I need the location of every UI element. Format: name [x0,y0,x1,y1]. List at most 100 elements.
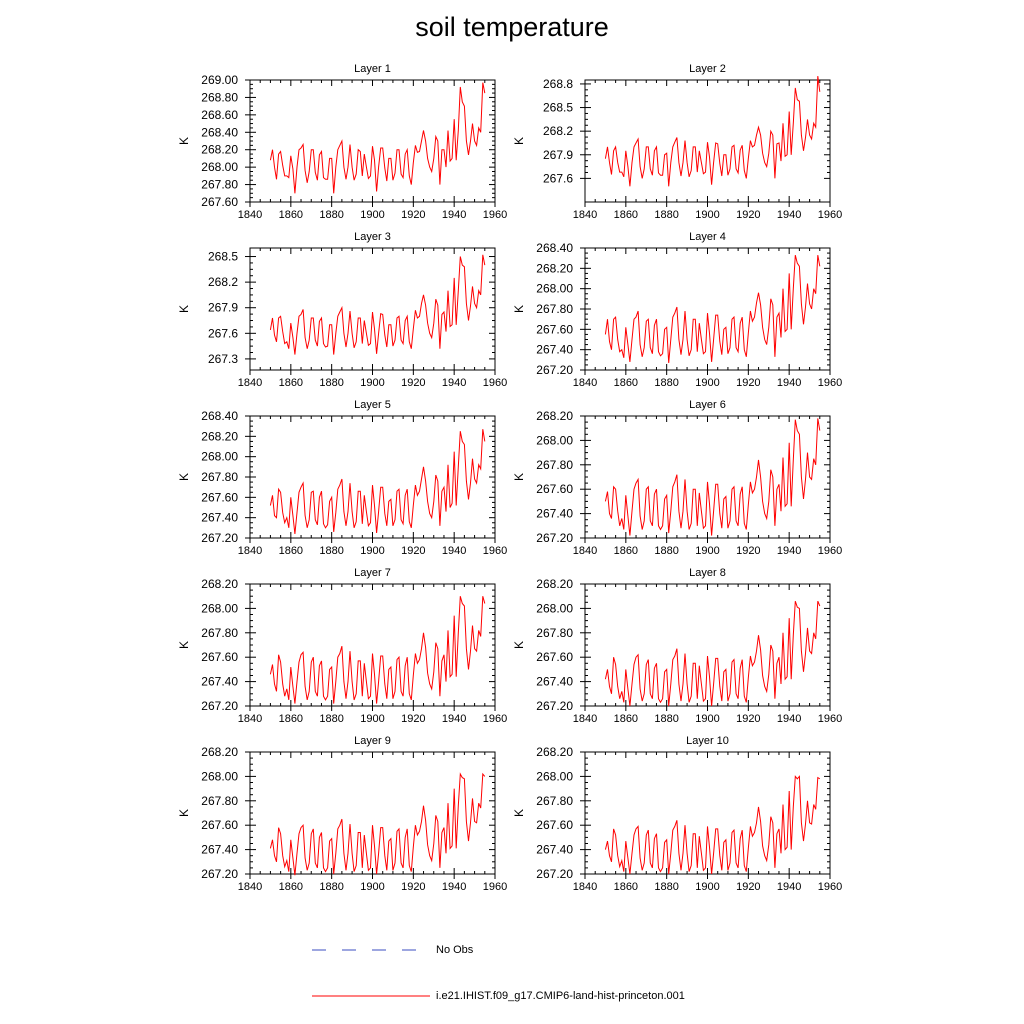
series-line [269,772,486,876]
x-tick-label: 1860 [614,713,638,725]
y-tick-label: 267.80 [201,794,238,808]
y-axis-label: K [512,137,526,145]
series-line [604,254,821,363]
y-tick-label: 267.80 [201,470,238,484]
y-tick-label: 267.40 [201,843,238,857]
y-tick-label: 267.40 [536,843,573,857]
y-tick-label: 268.5 [208,250,238,264]
x-tick-label: 1840 [238,713,262,725]
x-tick-label: 1860 [279,881,303,893]
series-line [269,82,486,194]
y-tick-label: 267.80 [201,626,238,640]
x-tick-label: 1940 [442,713,466,725]
x-tick-label: 1960 [483,209,507,221]
y-tick-label: 268.40 [201,409,238,423]
x-tick-label: 1920 [736,377,760,389]
x-tick-label: 1960 [818,545,842,557]
x-tick-label: 1840 [573,881,597,893]
y-axis-label: K [512,809,526,817]
y-axis-label: K [177,473,191,481]
y-tick-label: 267.20 [201,699,238,713]
y-tick-label: 268.00 [536,282,573,296]
x-tick-label: 1880 [654,377,678,389]
x-tick-label: 1920 [401,713,425,725]
x-tick-label: 1940 [777,713,801,725]
y-tick-label: 267.9 [543,148,573,162]
x-tick-label: 1880 [654,545,678,557]
y-tick-label: 267.20 [536,867,573,881]
y-tick-label: 267.20 [536,363,573,377]
y-tick-label: 267.9 [208,301,238,315]
panel-title: Layer 4 [689,231,726,243]
y-tick-label: 268.20 [536,745,573,759]
y-tick-label: 267.60 [201,490,238,504]
x-tick-label: 1940 [442,881,466,893]
panel-title: Layer 3 [354,231,391,243]
y-tick-label: 267.40 [201,675,238,689]
x-tick-label: 1880 [319,377,343,389]
y-tick-label: 267.6 [543,171,573,185]
y-axis-label: K [177,137,191,145]
x-tick-label: 1900 [360,545,384,557]
panel-title: Layer 6 [689,399,726,411]
x-tick-label: 1920 [401,209,425,221]
y-tick-label: 267.80 [201,178,238,192]
x-tick-label: 1900 [695,545,719,557]
y-tick-label: 269.00 [201,73,238,87]
y-tick-label: 268.2 [208,275,238,289]
panel-layer-5: Layer 5 1840 1860 1880 1900 1920 1940 1960 267.2… [177,399,507,557]
y-tick-label: 268.80 [201,90,238,104]
series-line [269,254,486,355]
panel-title: Layer 2 [689,63,726,75]
x-tick-label: 1900 [360,713,384,725]
y-tick-label: 268.00 [536,769,573,783]
x-tick-label: 1840 [238,209,262,221]
panel-layer-7: Layer 7 1840 1860 1880 1900 1920 1940 1960 267.2… [177,567,507,725]
y-tick-label: 267.6 [208,326,238,340]
y-tick-label: 267.3 [208,352,238,366]
y-tick-label: 267.40 [536,507,573,521]
x-tick-label: 1840 [573,209,597,221]
y-tick-label: 267.20 [201,531,238,545]
y-tick-label: 268.8 [543,77,573,91]
y-tick-label: 268.20 [201,577,238,591]
panel-layer-3: Layer 3 1840 1860 1880 1900 1920 1940 1960 267.3… [177,231,507,389]
x-tick-label: 1920 [401,545,425,557]
y-tick-label: 267.60 [536,650,573,664]
x-tick-label: 1940 [777,377,801,389]
x-tick-label: 1860 [614,881,638,893]
x-tick-label: 1920 [736,713,760,725]
x-tick-label: 1940 [777,545,801,557]
y-tick-label: 268.40 [201,125,238,139]
y-tick-label: 268.20 [536,261,573,275]
plot-frame [584,247,831,371]
panel-title: Layer 1 [354,63,391,75]
y-tick-label: 268.5 [543,101,573,115]
x-tick-label: 1880 [319,713,343,725]
x-tick-label: 1860 [279,545,303,557]
panel-title: Layer 8 [689,567,726,579]
series-line [269,596,486,704]
x-tick-label: 1960 [483,377,507,389]
series-line [604,775,821,875]
x-tick-label: 1900 [695,713,719,725]
y-tick-label: 268.20 [536,577,573,591]
x-tick-label: 1860 [614,545,638,557]
y-tick-label: 267.40 [201,511,238,525]
x-tick-label: 1960 [483,881,507,893]
y-axis-label: K [512,641,526,649]
x-tick-label: 1880 [319,881,343,893]
plot-frame [584,79,831,203]
x-tick-label: 1960 [483,545,507,557]
panel-layer-8: Layer 8 1840 1860 1880 1900 1920 1940 1960 267.2… [512,567,842,725]
x-tick-label: 1900 [360,209,384,221]
y-tick-label: 267.60 [536,818,573,832]
plot-frame [249,583,496,707]
panel-title: Layer 7 [354,567,391,579]
y-tick-label: 267.60 [536,482,573,496]
x-tick-label: 1940 [442,377,466,389]
x-tick-label: 1920 [736,881,760,893]
x-tick-label: 1960 [483,713,507,725]
x-tick-label: 1880 [319,209,343,221]
x-tick-label: 1900 [695,209,719,221]
